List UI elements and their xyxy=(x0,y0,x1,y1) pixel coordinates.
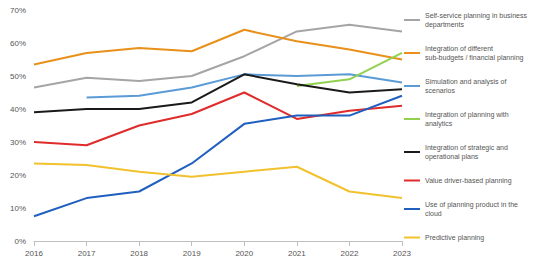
svg-text:50%: 50% xyxy=(10,72,26,81)
svg-text:scenarios: scenarios xyxy=(425,87,455,94)
svg-text:0%: 0% xyxy=(14,237,26,246)
svg-text:2021: 2021 xyxy=(288,249,306,258)
svg-text:2018: 2018 xyxy=(130,249,148,258)
svg-text:cloud: cloud xyxy=(425,210,442,217)
svg-text:Simulation and analysis of: Simulation and analysis of xyxy=(425,78,508,86)
svg-text:Value driver-based planning: Value driver-based planning xyxy=(425,177,512,185)
svg-text:Self-service planning in busin: Self-service planning in business xyxy=(425,12,529,20)
svg-text:2020: 2020 xyxy=(235,249,253,258)
svg-text:70%: 70% xyxy=(10,6,26,15)
svg-text:Predictive planning: Predictive planning xyxy=(425,234,484,242)
svg-text:10%: 10% xyxy=(10,204,26,213)
svg-text:analytics: analytics xyxy=(425,120,453,128)
svg-text:2019: 2019 xyxy=(183,249,201,258)
svg-text:2016: 2016 xyxy=(25,249,43,258)
svg-text:Integration of different: Integration of different xyxy=(425,45,495,53)
svg-text:2022: 2022 xyxy=(341,249,359,258)
svg-text:30%: 30% xyxy=(10,138,26,147)
svg-text:Use of planning product in the: Use of planning product in the xyxy=(425,201,520,209)
svg-text:2023: 2023 xyxy=(393,249,411,258)
svg-text:20%: 20% xyxy=(10,171,26,180)
svg-text:60%: 60% xyxy=(10,39,26,48)
svg-text:departments: departments xyxy=(425,21,464,29)
svg-text:Integration of planning with: Integration of planning with xyxy=(425,111,511,119)
svg-text:2017: 2017 xyxy=(78,249,96,258)
svg-text:sub-budgets / financial planni: sub-budgets / financial planning xyxy=(425,54,524,62)
svg-text:40%: 40% xyxy=(10,105,26,114)
svg-text:operational plans: operational plans xyxy=(425,153,479,161)
svg-text:Integration of strategic and: Integration of strategic and xyxy=(425,144,510,152)
